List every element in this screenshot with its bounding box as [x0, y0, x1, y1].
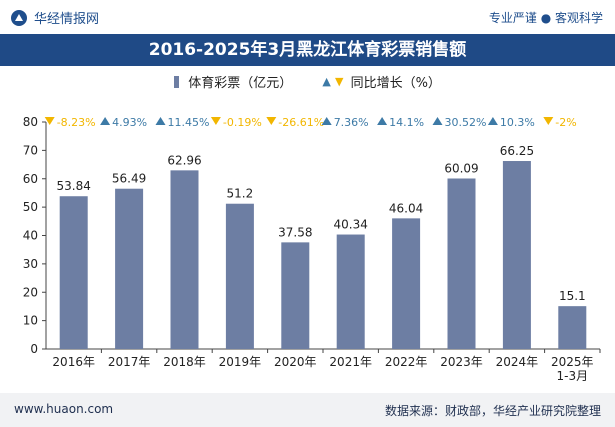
bar-value-label: 40.34	[334, 218, 368, 232]
growth-value-label: 30.52%	[445, 116, 487, 129]
legend-series-growth: 同比增长（%）	[350, 76, 441, 91]
bar-value-label: 46.04	[389, 201, 423, 215]
legend-down-triangle-icon: ▼	[334, 75, 344, 88]
x-tick-label: 2022年	[385, 355, 428, 369]
footer-source: 数据来源：财政部，华经产业研究院整理	[384, 404, 601, 418]
brand-logo-icon	[11, 9, 27, 26]
bar	[225, 203, 254, 349]
growth-value-label: -2%	[555, 116, 576, 129]
brand: 华经情报网	[10, 8, 99, 27]
legend-bar-swatch	[174, 75, 180, 88]
y-tick-label: 30	[23, 257, 38, 271]
bar-value-label: 60.09	[444, 161, 478, 175]
growth-value-label: -26.61%	[278, 116, 324, 129]
y-tick-label: 40	[23, 229, 38, 243]
x-tick-label: 2019年	[219, 355, 262, 369]
bar	[392, 218, 421, 349]
growth-up-triangle-icon	[155, 117, 166, 125]
bar	[336, 234, 365, 349]
x-tick-label: 2017年	[108, 355, 151, 369]
bar-value-label: 66.25	[500, 144, 534, 158]
y-tick-label: 50	[23, 200, 38, 214]
growth-down-triangle-icon	[266, 117, 277, 125]
bar-value-label: 51.2	[227, 187, 254, 201]
growth-value-label: 4.93%	[112, 116, 147, 129]
bar	[281, 242, 310, 349]
x-tick-label: 1-3月	[556, 369, 588, 383]
bar-value-label: 56.49	[112, 172, 146, 186]
x-tick-label: 2024年	[496, 355, 539, 369]
x-tick-label: 2023年	[440, 355, 483, 369]
x-tick-label: 2020年	[274, 355, 317, 369]
tagline: 专业严谨 ● 客观科学	[488, 11, 603, 25]
growth-up-triangle-icon	[432, 117, 443, 125]
growth-down-triangle-icon	[543, 117, 554, 125]
top-bar: 华经情报网 专业严谨 ● 客观科学	[0, 0, 615, 34]
bar-value-label: 53.84	[57, 179, 91, 193]
bar	[558, 306, 587, 349]
growth-value-label: 7.36%	[334, 116, 369, 129]
x-tick-label: 2016年	[52, 355, 95, 369]
bar	[59, 196, 88, 349]
y-tick-label: 70	[23, 143, 38, 157]
bar	[447, 178, 476, 349]
legend: 体育彩票（亿元） ▲ ▼ 同比增长（%）	[0, 72, 615, 91]
growth-value-label: 14.1%	[389, 116, 424, 129]
growth-up-triangle-icon	[100, 117, 111, 125]
growth-up-triangle-icon	[377, 117, 388, 125]
growth-up-triangle-icon	[321, 117, 332, 125]
bar	[170, 170, 199, 349]
y-tick-label: 0	[30, 342, 38, 356]
bar-value-label: 37.58	[278, 225, 312, 239]
title-bar: 2016-2025年3月黑龙江体育彩票销售额	[0, 34, 615, 66]
legend-up-triangle-icon: ▲	[322, 75, 331, 88]
y-tick-label: 20	[23, 285, 38, 299]
footer: www.huaon.com 数据来源：财政部，华经产业研究院整理	[0, 393, 615, 427]
bar	[502, 161, 531, 349]
y-tick-label: 80	[23, 115, 38, 129]
growth-value-label: 11.45%	[168, 116, 210, 129]
growth-down-triangle-icon	[44, 117, 55, 125]
growth-down-triangle-icon	[210, 117, 221, 125]
growth-value-label: -8.23%	[57, 116, 96, 129]
chart-title: 2016-2025年3月黑龙江体育彩票销售额	[148, 40, 467, 60]
growth-value-label: -0.19%	[223, 116, 262, 129]
x-tick-label: 2025年	[551, 355, 594, 369]
chart-area: 0 10 20 30 40 50 60 70 80 53.84 2016年 -8.23% 56.49 20…	[23, 115, 601, 383]
legend-series-bar: 体育彩票（亿元）	[188, 76, 293, 91]
growth-up-triangle-icon	[487, 117, 498, 125]
growth-value-label: 10.3%	[500, 116, 535, 129]
x-tick-label: 2021年	[329, 355, 372, 369]
bar	[115, 188, 144, 349]
bar-value-label: 15.1	[559, 289, 586, 303]
bar-value-label: 62.96	[167, 153, 201, 167]
brand-name: 华经情报网	[34, 12, 100, 27]
y-tick-label: 60	[23, 172, 38, 186]
y-tick-label: 10	[23, 314, 38, 328]
x-tick-label: 2018年	[163, 355, 206, 369]
footer-url: www.huaon.com	[14, 402, 114, 416]
